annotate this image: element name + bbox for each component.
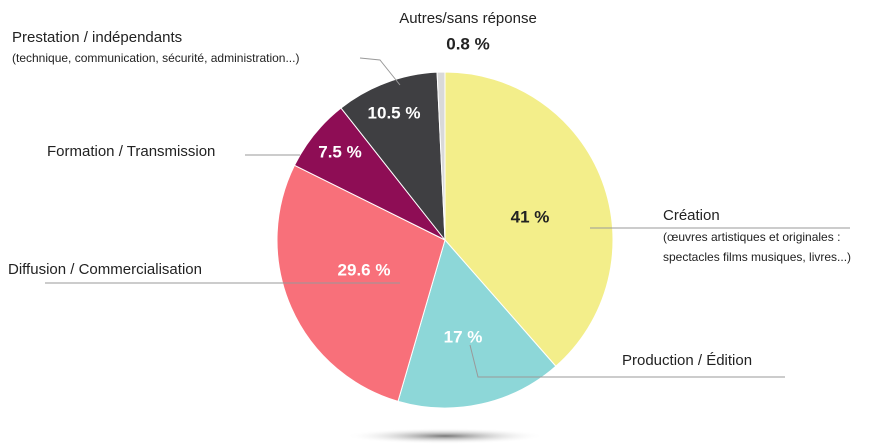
category-label: Production / Édition [622,352,752,369]
pie-slice [444,71,614,367]
pie-slice [436,71,446,241]
pie-slice [340,71,446,242]
category-label: Diffusion / Commercialisation [8,261,202,278]
category-note: (œuvres artistiques et originales : [663,230,840,244]
leader-line [359,57,401,86]
leader-line [469,344,785,378]
category-label: Formation / Transmission [47,143,215,160]
value-label: 29.6 % [338,260,391,279]
category-label: Autres/sans réponse [399,10,537,27]
value-label: 7.5 % [318,142,361,161]
category-note: spectacles films musiques, livres...) [663,250,851,264]
category-label: Prestation / indépendants [12,29,182,46]
shadow [345,428,545,444]
value-label: 0.8 % [446,34,489,53]
value-label: 17 % [444,327,483,346]
value-label: 10.5 % [368,103,421,122]
category-label: Création [663,207,720,224]
pie-slice [397,238,557,409]
category-note: (technique, communication, sécurité, adm… [12,51,299,65]
value-label: 41 % [511,207,550,226]
